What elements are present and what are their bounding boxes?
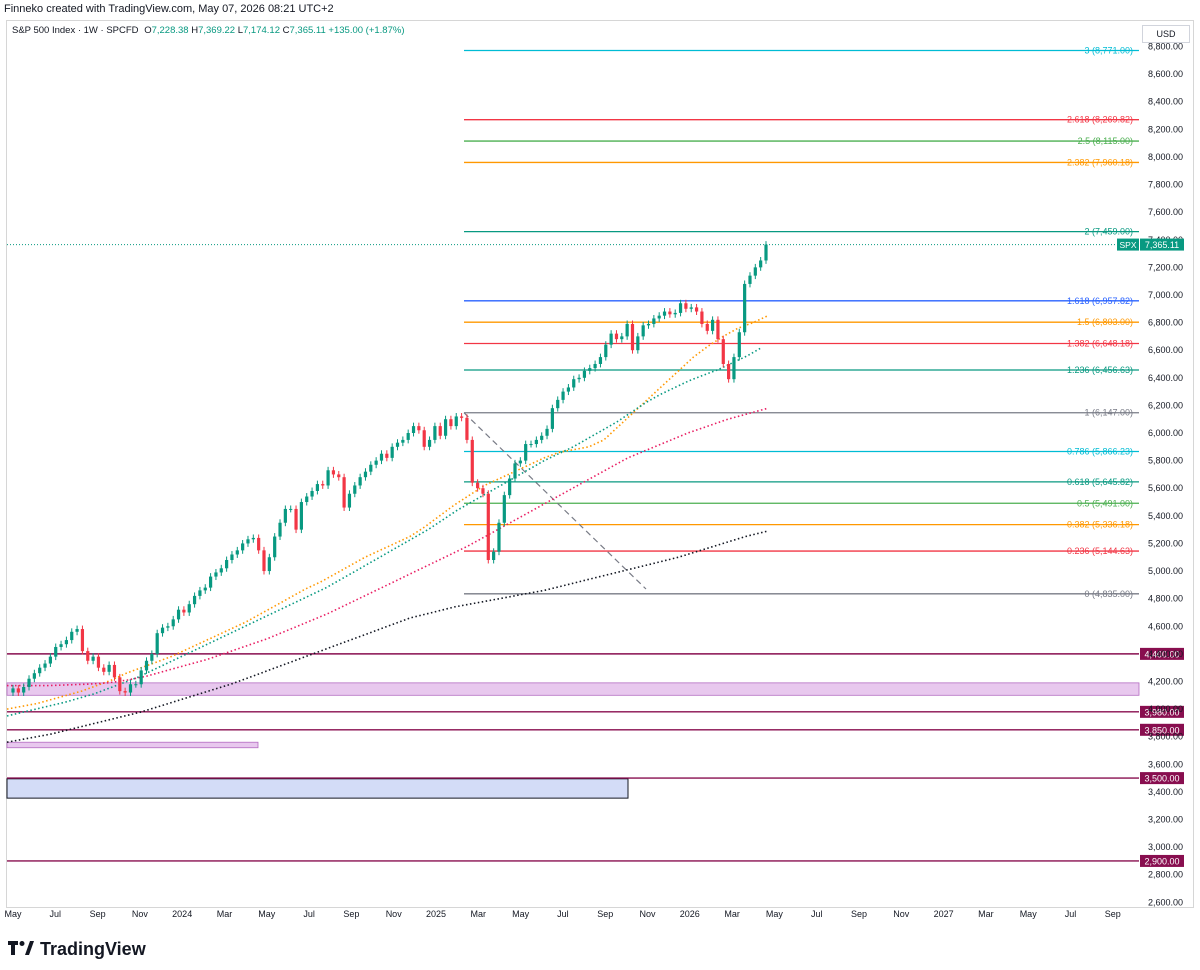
tv-logo-icon bbox=[8, 938, 34, 961]
time-tick-0: May bbox=[4, 909, 22, 919]
time-tick-5: Mar bbox=[217, 909, 233, 919]
time-tick-2: Sep bbox=[90, 909, 106, 919]
time-tick-7: Jul bbox=[303, 909, 315, 919]
time-tick-14: Sep bbox=[597, 909, 613, 919]
time-tick-9: Nov bbox=[386, 909, 403, 919]
close-value: 7,365.11 bbox=[289, 25, 326, 36]
time-tick-11: Mar bbox=[471, 909, 487, 919]
time-tick-18: May bbox=[766, 909, 784, 919]
time-tick-10: 2025 bbox=[426, 909, 446, 919]
time-tick-20: Sep bbox=[851, 909, 867, 919]
chart-frame bbox=[6, 20, 1194, 908]
low-value: 7,174.12 bbox=[243, 25, 280, 36]
time-tick-17: Mar bbox=[724, 909, 740, 919]
open-label: O bbox=[144, 25, 152, 36]
ohlc-legend: S&P 500 Index · 1W · SPCFD O7,228.38 H7,… bbox=[12, 25, 404, 36]
brand-text: TradingView bbox=[40, 939, 146, 959]
time-tick-15: Nov bbox=[639, 909, 656, 919]
time-tick-25: Jul bbox=[1065, 909, 1077, 919]
tradingview-logo[interactable]: TradingView bbox=[8, 938, 146, 961]
time-tick-4: 2024 bbox=[172, 909, 192, 919]
time-tick-26: Sep bbox=[1105, 909, 1121, 919]
high-label: H bbox=[191, 25, 199, 36]
time-tick-16: 2026 bbox=[680, 909, 700, 919]
time-tick-23: Mar bbox=[978, 909, 994, 919]
time-tick-21: Nov bbox=[893, 909, 910, 919]
high-value: 7,369.22 bbox=[198, 25, 236, 36]
low-label: L bbox=[237, 25, 243, 36]
time-tick-1: Jul bbox=[50, 909, 62, 919]
time-tick-22: 2027 bbox=[934, 909, 954, 919]
time-tick-24: May bbox=[1020, 909, 1038, 919]
time-tick-3: Nov bbox=[132, 909, 149, 919]
change-value: +135.00 (+1.87%) bbox=[328, 25, 405, 36]
symbol-title[interactable]: S&P 500 Index · 1W · SPCFD bbox=[12, 25, 139, 36]
time-tick-6: May bbox=[258, 909, 276, 919]
time-tick-12: May bbox=[512, 909, 530, 919]
credit-text: Finneko created with TradingView.com, Ma… bbox=[4, 3, 334, 15]
open-value: 7,228.38 bbox=[151, 25, 189, 36]
currency-selector[interactable]: USD bbox=[1142, 25, 1190, 43]
time-tick-13: Jul bbox=[557, 909, 569, 919]
close-label: C bbox=[282, 25, 290, 36]
time-tick-19: Jul bbox=[811, 909, 823, 919]
time-tick-8: Sep bbox=[343, 909, 359, 919]
